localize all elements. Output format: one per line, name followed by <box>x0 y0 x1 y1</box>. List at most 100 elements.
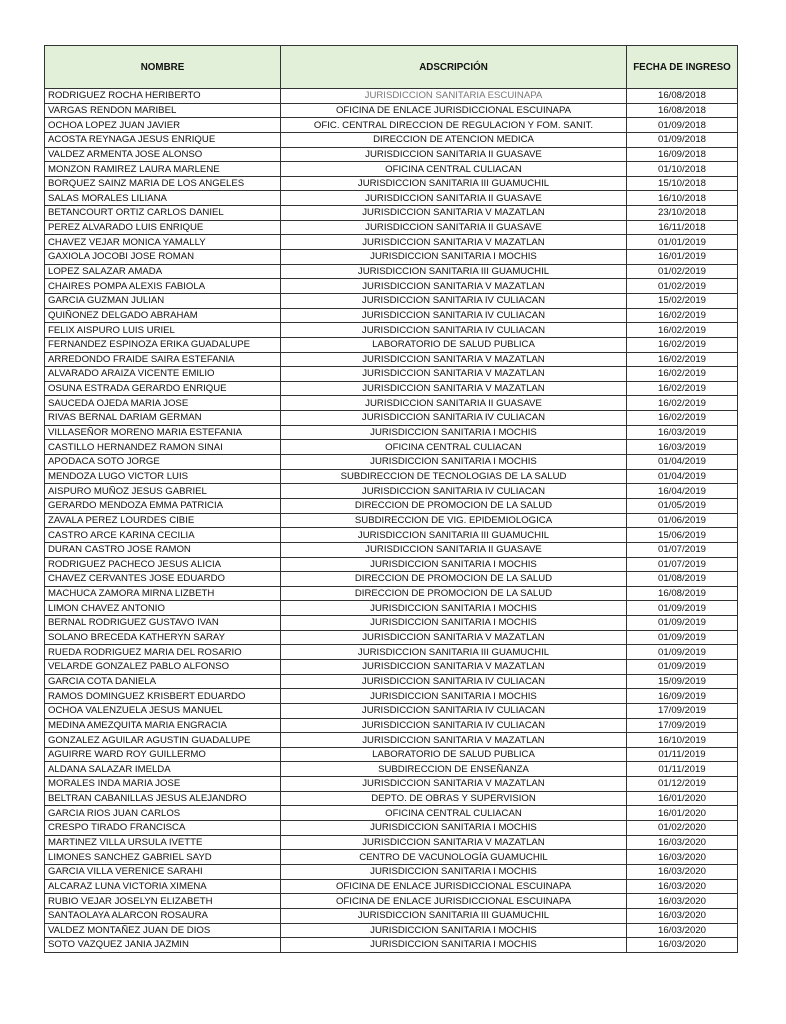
cell-nombre: FERNANDEZ ESPINOZA ERIKA GUADALUPE <box>44 336 281 353</box>
table-row: OCHOA VALENZUELA JESUS MANUEL JURISDICCIO… <box>44 702 738 719</box>
cell-fecha: 01/08/2019 <box>626 571 738 587</box>
table-row: VALDEZ ARMENTA JOSE ALONSO JURISDICCION S… <box>44 146 738 163</box>
cell-fecha: 01/09/2019 <box>626 600 738 617</box>
table-row: VALDEZ MONTAÑEZ JUAN DE DIOS JURISDICCION… <box>44 922 738 939</box>
cell-adscripcion: OFICINA DE ENLACE JURISDICCIONAL ESCUINA… <box>280 102 627 119</box>
cell-fecha: 16/08/2019 <box>626 585 738 602</box>
cell-adscripcion: SUBDIRECCION DE VIG. EPIDEMIOLOGICA <box>280 512 627 529</box>
cell-adscripcion: JURISDICCION SANITARIA I MOCHIS <box>280 249 627 265</box>
cell-nombre: OCHOA VALENZUELA JESUS MANUEL <box>44 702 281 719</box>
cell-nombre: GERARDO MENDOZA EMMA PATRICIA <box>44 497 281 514</box>
cell-nombre: ZAVALA PEREZ LOURDES CIBIE <box>44 512 281 529</box>
cell-nombre: SOTO VAZQUEZ JANIA JAZMIN <box>44 937 281 953</box>
cell-adscripcion: JURISDICCION SANITARIA II GUASAVE <box>280 146 627 163</box>
cell-nombre: VELARDE GONZALEZ PABLO ALFONSO <box>44 658 281 675</box>
table-row: MACHUCA ZAMORA MIRNA LIZBETH DIRECCION DE… <box>44 585 738 602</box>
cell-nombre: CRESPO TIRADO FRANCISCA <box>44 820 281 836</box>
cell-fecha: 16/09/2019 <box>626 688 738 704</box>
cell-fecha: 01/09/2019 <box>626 629 738 646</box>
table-row: GARCIA COTA DANIELA JURISDICCION SANITARI… <box>44 673 738 690</box>
cell-adscripcion: DIRECCION DE PROMOCION DE LA SALUD <box>280 497 627 514</box>
cell-fecha: 01/07/2019 <box>626 541 738 558</box>
cell-adscripcion: OFICINA DE ENLACE JURISDICCIONAL ESCUINA… <box>280 878 627 895</box>
table-row: GARCIA RIOS JUAN CARLOS OFICINA CENTRAL C… <box>44 805 738 822</box>
cell-fecha: 17/09/2019 <box>626 702 738 719</box>
table-row: RODRIGUEZ ROCHA HERIBERTO JURISDICCION SA… <box>44 88 738 104</box>
cell-adscripcion: OFICINA CENTRAL CULIACAN <box>280 439 627 456</box>
table-row: MEDINA AMEZQUITA MARIA ENGRACIA JURISDICC… <box>44 717 738 734</box>
cell-fecha: 16/03/2019 <box>626 439 738 456</box>
table-row: CHAVEZ CERVANTES JOSE EDUARDO DIRECCION D… <box>44 571 738 587</box>
cell-fecha: 16/02/2019 <box>626 336 738 353</box>
cell-fecha: 15/06/2019 <box>626 527 738 543</box>
cell-fecha: 16/02/2019 <box>626 380 738 397</box>
cell-fecha: 16/03/2020 <box>626 863 738 880</box>
cell-fecha: 01/04/2019 <box>626 468 738 485</box>
table-row: SANTAOLAYA ALARCON ROSAURA JURISDICCION S… <box>44 907 738 924</box>
cell-adscripcion: DIRECCION DE ATENCION MEDICA <box>280 131 627 148</box>
cell-fecha: 16/03/2020 <box>626 893 738 909</box>
header-fecha: FECHA DE INGRESO <box>626 45 738 89</box>
table-row: CHAVEZ VEJAR MONICA YAMALLY JURISDICCION … <box>44 234 738 251</box>
cell-nombre: MONZON RAMIREZ LAURA MARLENE <box>44 161 281 177</box>
cell-adscripcion: LABORATORIO DE SALUD PUBLICA <box>280 336 627 353</box>
cell-fecha: 16/03/2020 <box>626 907 738 924</box>
cell-adscripcion: JURISDICCION SANITARIA IV CULIACAN <box>280 322 627 338</box>
cell-nombre: RODRIGUEZ PACHECO JESUS ALICIA <box>44 556 281 573</box>
cell-fecha: 16/10/2019 <box>626 732 738 748</box>
cell-fecha: 01/09/2019 <box>626 615 738 631</box>
table-row: GARCIA GUZMAN JULIAN JURISDICCION SANITAR… <box>44 292 738 309</box>
cell-fecha: 16/03/2020 <box>626 849 738 865</box>
cell-adscripcion: JURISDICCION SANITARIA V MAZATLAN <box>280 776 627 792</box>
table-row: MONZON RAMIREZ LAURA MARLENE OFICINA CENT… <box>44 161 738 177</box>
cell-fecha: 16/02/2019 <box>626 366 738 382</box>
table-row: CRESPO TIRADO FRANCISCA JURISDICCION SANI… <box>44 820 738 836</box>
table-row: ZAVALA PEREZ LOURDES CIBIE SUBDIRECCION D… <box>44 512 738 529</box>
cell-nombre: CHAVEZ CERVANTES JOSE EDUARDO <box>44 571 281 587</box>
cell-fecha: 16/02/2019 <box>626 410 738 426</box>
cell-fecha: 16/01/2020 <box>626 790 738 807</box>
cell-nombre: ALVARADO ARAIZA VICENTE EMILIO <box>44 366 281 382</box>
table-row: ALDANA SALAZAR IMELDA SUBDIRECCION DE ENS… <box>44 761 738 778</box>
cell-nombre: ALDANA SALAZAR IMELDA <box>44 761 281 778</box>
table-row: GARCIA VILLA VERENICE SARAHI JURISDICCION… <box>44 863 738 880</box>
table-row: RAMOS DOMINGUEZ KRISBERT EDUARDO JURISDIC… <box>44 688 738 704</box>
table-row: LOPEZ SALAZAR AMADA JURISDICCION SANITARI… <box>44 263 738 280</box>
cell-fecha: 16/01/2019 <box>626 249 738 265</box>
cell-adscripcion: CENTRO DE VACUNOLOGÍA GUAMUCHIL <box>280 849 627 865</box>
cell-adscripcion: OFIC. CENTRAL DIRECCION DE REGULACION Y … <box>280 117 627 133</box>
cell-adscripcion: LABORATORIO DE SALUD PUBLICA <box>280 746 627 763</box>
cell-nombre: GARCIA COTA DANIELA <box>44 673 281 690</box>
table-row: OCHOA LOPEZ JUAN JAVIER OFIC. CENTRAL DIR… <box>44 117 738 133</box>
cell-nombre: VILLASEÑOR MORENO MARIA ESTEFANIA <box>44 424 281 441</box>
table-row: SOLANO BRECEDA KATHERYN SARAY JURISDICCIO… <box>44 629 738 646</box>
cell-adscripcion: OFICINA DE ENLACE JURISDICCIONAL ESCUINA… <box>280 893 627 909</box>
cell-nombre: MACHUCA ZAMORA MIRNA LIZBETH <box>44 585 281 602</box>
cell-nombre: VARGAS RENDON MARIBEL <box>44 102 281 119</box>
table-row: GAXIOLA JOCOBI JOSE ROMAN JURISDICCION SA… <box>44 249 738 265</box>
cell-nombre: SANTAOLAYA ALARCON ROSAURA <box>44 907 281 924</box>
cell-adscripcion: DIRECCION DE PROMOCION DE LA SALUD <box>280 571 627 587</box>
cell-adscripcion: JURISDICCION SANITARIA III GUAMUCHIL <box>280 527 627 543</box>
table-row: QUIÑONEZ DELGADO ABRAHAM JURISDICCION SAN… <box>44 307 738 324</box>
cell-adscripcion: JURISDICCION SANITARIA I MOCHIS <box>280 600 627 617</box>
cell-fecha: 16/02/2019 <box>626 307 738 324</box>
table-row: LIMONES SANCHEZ GABRIEL SAYD CENTRO DE VA… <box>44 849 738 865</box>
cell-nombre: OSUNA ESTRADA GERARDO ENRIQUE <box>44 380 281 397</box>
cell-nombre: CHAVEZ VEJAR MONICA YAMALLY <box>44 234 281 251</box>
cell-adscripcion: OFICINA CENTRAL CULIACAN <box>280 161 627 177</box>
cell-nombre: BELTRAN CABANILLAS JESUS ALEJANDRO <box>44 790 281 807</box>
cell-adscripcion: JURISDICCION SANITARIA V MAZATLAN <box>280 658 627 675</box>
cell-nombre: ARREDONDO FRAIDE SAIRA ESTEFANIA <box>44 351 281 368</box>
cell-nombre: GARCIA RIOS JUAN CARLOS <box>44 805 281 822</box>
cell-adscripcion: JURISDICCION SANITARIA IV CULIACAN <box>280 673 627 690</box>
cell-fecha: 01/06/2019 <box>626 512 738 529</box>
cell-adscripcion: DIRECCION DE PROMOCION DE LA SALUD <box>280 585 627 602</box>
cell-nombre: SOLANO BRECEDA KATHERYN SARAY <box>44 629 281 646</box>
cell-adscripcion: JURISDICCION SANITARIA IV CULIACAN <box>280 292 627 309</box>
cell-fecha: 15/10/2018 <box>626 175 738 192</box>
cell-fecha: 01/11/2019 <box>626 746 738 763</box>
cell-fecha: 16/01/2020 <box>626 805 738 822</box>
table-row: SALAS MORALES LILIANA JURISDICCION SANITA… <box>44 190 738 207</box>
cell-fecha: 01/01/2019 <box>626 234 738 251</box>
